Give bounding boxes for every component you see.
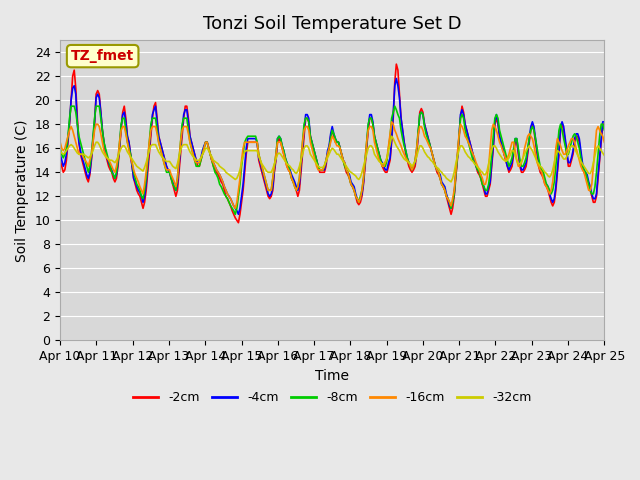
-4cm [403, 155, 411, 161]
-32cm [600, 153, 608, 158]
Title: Tonzi Soil Temperature Set D: Tonzi Soil Temperature Set D [203, 15, 461, 33]
-8cm [403, 155, 411, 161]
-2cm [463, 127, 470, 133]
-4cm [56, 151, 64, 157]
-32cm [56, 148, 64, 154]
-8cm [388, 115, 396, 121]
-16cm [372, 145, 380, 151]
-16cm [403, 157, 411, 163]
Line: -16cm: -16cm [60, 122, 604, 208]
Line: -2cm: -2cm [60, 64, 604, 223]
-32cm [371, 151, 378, 157]
-32cm [402, 157, 410, 163]
-4cm [294, 187, 301, 193]
-16cm [294, 184, 301, 190]
-2cm [56, 157, 64, 163]
Y-axis label: Soil Temperature (C): Soil Temperature (C) [15, 119, 29, 262]
-4cm [387, 155, 394, 161]
Legend: -2cm, -4cm, -8cm, -16cm, -32cm: -2cm, -4cm, -8cm, -16cm, -32cm [128, 386, 536, 409]
-8cm [67, 103, 75, 109]
-4cm [392, 76, 400, 82]
-16cm [463, 136, 470, 142]
-2cm [403, 157, 411, 163]
-8cm [511, 136, 519, 142]
-4cm [235, 211, 243, 217]
-8cm [374, 145, 381, 151]
-2cm [511, 139, 519, 145]
-16cm [511, 148, 519, 154]
Line: -8cm: -8cm [60, 106, 604, 214]
-8cm [56, 145, 64, 151]
X-axis label: Time: Time [316, 369, 349, 383]
-2cm [600, 121, 608, 127]
-16cm [388, 119, 396, 125]
-32cm [385, 148, 392, 154]
-8cm [600, 127, 608, 133]
-32cm [511, 153, 519, 158]
-4cm [463, 127, 470, 133]
-8cm [296, 175, 303, 181]
-16cm [56, 139, 64, 145]
Line: -32cm: -32cm [60, 136, 604, 182]
-8cm [232, 211, 239, 217]
-2cm [372, 139, 380, 145]
-4cm [511, 136, 519, 142]
-4cm [372, 139, 380, 145]
Line: -4cm: -4cm [60, 79, 604, 214]
-4cm [600, 119, 608, 125]
-16cm [600, 139, 608, 145]
Text: TZ_fmet: TZ_fmet [71, 49, 134, 63]
-32cm [292, 170, 300, 176]
-2cm [387, 157, 394, 163]
-2cm [392, 61, 400, 67]
-32cm [388, 133, 396, 139]
-2cm [235, 220, 243, 226]
-16cm [387, 131, 394, 137]
-32cm [447, 179, 455, 185]
-8cm [463, 133, 470, 139]
-16cm [232, 205, 239, 211]
-2cm [294, 193, 301, 199]
-32cm [463, 151, 470, 157]
